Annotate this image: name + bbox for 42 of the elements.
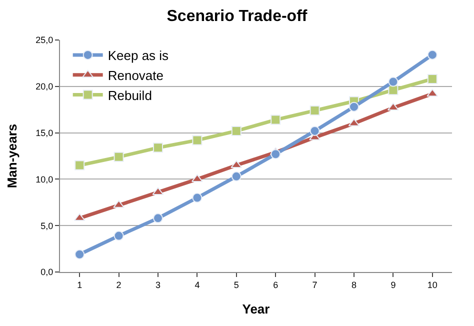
x-tick-label: 5: [234, 280, 239, 290]
point: [192, 192, 202, 203]
point: [427, 50, 438, 60]
point: [310, 126, 320, 136]
point: [114, 152, 124, 162]
point: [231, 171, 242, 182]
x-tick-label: 7: [312, 280, 318, 290]
point: [349, 102, 359, 112]
x-tick-label: 3: [155, 280, 161, 290]
legend-label: Renovate: [108, 68, 164, 83]
legend-label: Keep as is: [108, 48, 170, 64]
point: [427, 74, 438, 84]
x-tick-label: 4: [194, 280, 200, 290]
y-tick-label: 20,0: [36, 82, 54, 92]
point: [388, 76, 398, 87]
x-tick-label: 8: [351, 280, 357, 290]
x-tick-label: 9: [390, 280, 396, 290]
point: [231, 126, 242, 136]
chart-title: Scenario Trade-off: [166, 8, 308, 25]
y-tick-label: 5,0: [40, 220, 54, 231]
x-tick-label: 10: [427, 280, 438, 290]
y-tick-label: 15,0: [36, 128, 54, 138]
y-axis-title: Man-years: [4, 124, 20, 188]
point: [192, 135, 202, 146]
y-tick-label: 10,0: [36, 174, 54, 184]
x-tick-label: 2: [116, 280, 122, 290]
point: [153, 142, 163, 153]
point: [74, 249, 85, 260]
point: [426, 88, 438, 97]
point: [114, 230, 124, 241]
x-tick-label: 6: [273, 280, 278, 290]
point: [230, 160, 242, 168]
legend-label: Rebuild: [108, 88, 152, 103]
point: [310, 106, 320, 116]
x-axis-title: Year: [242, 301, 270, 316]
point: [153, 213, 163, 224]
point: [270, 149, 281, 160]
x-tick-label: 1: [77, 280, 82, 290]
y-tick-label: 0,0: [40, 267, 54, 278]
point: [270, 114, 281, 125]
y-tick-label: 25,0: [36, 35, 54, 46]
point: [74, 160, 85, 170]
